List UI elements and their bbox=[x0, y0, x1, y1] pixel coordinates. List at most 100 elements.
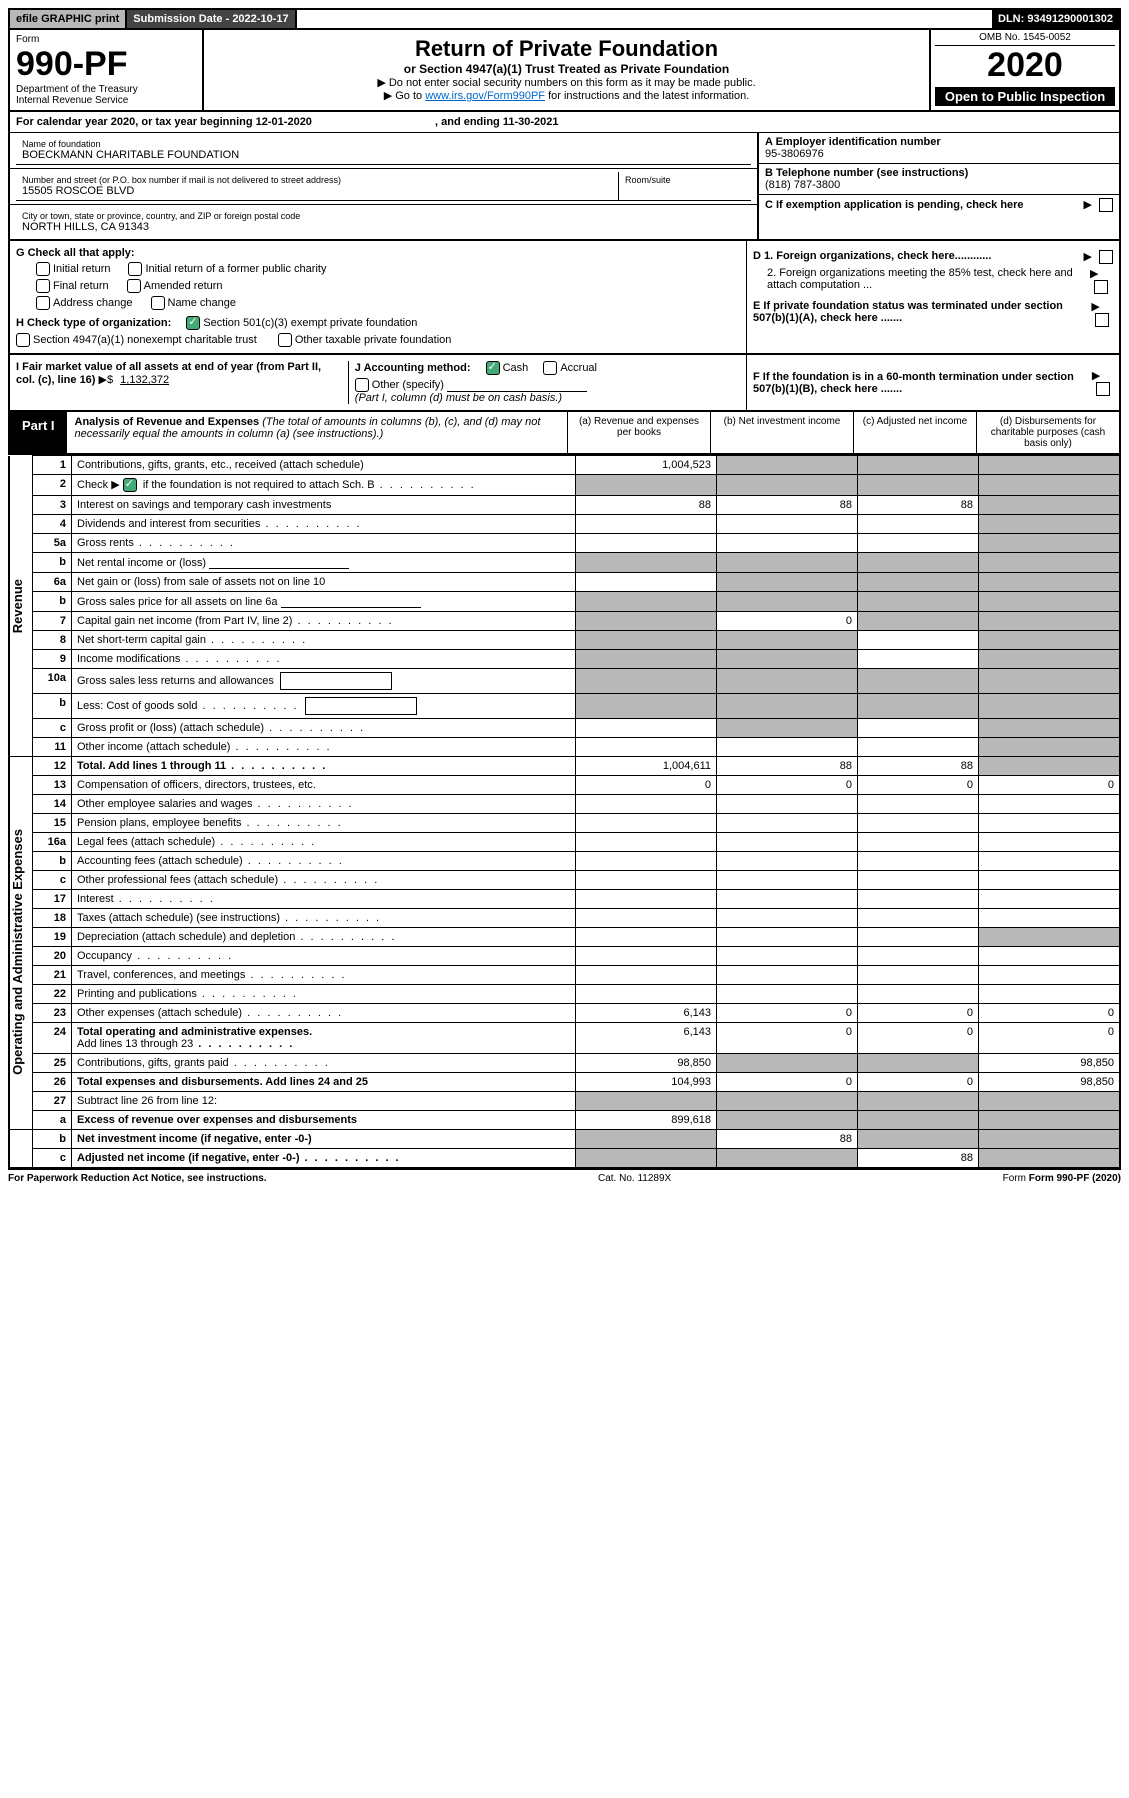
h-4947-checkbox[interactable] bbox=[16, 333, 30, 347]
g-initial: Initial return bbox=[53, 263, 110, 275]
r13-a: 0 bbox=[576, 776, 717, 795]
h-501c3-checkbox[interactable] bbox=[186, 316, 200, 330]
g-initial-former: Initial return of a former public charit… bbox=[145, 263, 326, 275]
r22-num: 22 bbox=[33, 985, 72, 1004]
header-mid: Return of Private Foundation or Section … bbox=[204, 30, 931, 110]
r27a-num: a bbox=[33, 1111, 72, 1130]
irs-link[interactable]: www.irs.gov/Form990PF bbox=[425, 90, 545, 102]
r10a-desc: Gross sales less returns and allowances bbox=[72, 669, 576, 694]
r4-num: 4 bbox=[33, 515, 72, 534]
h-opt1: Section 501(c)(3) exempt private foundat… bbox=[203, 317, 417, 329]
r18-num: 18 bbox=[33, 909, 72, 928]
r24-num: 24 bbox=[33, 1023, 72, 1054]
r10b-desc: Less: Cost of goods sold bbox=[72, 694, 576, 719]
row-18: 18 Taxes (attach schedule) (see instruct… bbox=[9, 909, 1120, 928]
r16c-desc: Other professional fees (attach schedule… bbox=[72, 871, 576, 890]
col-d-header: (d) Disbursements for charitable purpose… bbox=[976, 412, 1119, 453]
section-g: G Check all that apply: Initial return I… bbox=[10, 241, 747, 353]
row-15: 15 Pension plans, employee benefits bbox=[9, 814, 1120, 833]
row-5b: b Net rental income or (loss) bbox=[9, 553, 1120, 573]
f-checkbox[interactable] bbox=[1096, 382, 1110, 396]
r2-post: if the foundation is not required to att… bbox=[140, 479, 375, 491]
r12-desc: Total. Add lines 1 through 11 bbox=[72, 757, 576, 776]
j-other-checkbox[interactable] bbox=[355, 378, 369, 392]
part-desc: Analysis of Revenue and Expenses (The to… bbox=[67, 412, 567, 453]
row-5a: 5a Gross rents bbox=[9, 534, 1120, 553]
r17-desc: Interest bbox=[72, 890, 576, 909]
g-amended-checkbox[interactable] bbox=[127, 279, 141, 293]
r23-c: 0 bbox=[858, 1004, 979, 1023]
row-16b: b Accounting fees (attach schedule) bbox=[9, 852, 1120, 871]
r26-desc: Total expenses and disbursements. Add li… bbox=[72, 1073, 576, 1092]
col-c-header: (c) Adjusted net income bbox=[853, 412, 976, 453]
r25-d: 98,850 bbox=[979, 1054, 1121, 1073]
j-label: J Accounting method: bbox=[355, 362, 471, 374]
submission-date: Submission Date - 2022-10-17 bbox=[127, 10, 296, 28]
r13-b: 0 bbox=[717, 776, 858, 795]
r3-b: 88 bbox=[717, 496, 858, 515]
box-b-value: (818) 787-3800 bbox=[765, 179, 1113, 191]
row-6b: b Gross sales price for all assets on li… bbox=[9, 592, 1120, 612]
r12-b: 88 bbox=[717, 757, 858, 776]
box-a-label: A Employer identification number bbox=[765, 136, 1113, 148]
r16a-num: 16a bbox=[33, 833, 72, 852]
section-i-j: I Fair market value of all assets at end… bbox=[10, 355, 747, 410]
r27a-a: 899,618 bbox=[576, 1111, 717, 1130]
r27b-desc: Net investment income (if negative, ente… bbox=[72, 1130, 576, 1149]
r23-desc: Other expenses (attach schedule) bbox=[72, 1004, 576, 1023]
tax-year: 2020 bbox=[935, 46, 1115, 85]
g-initial-checkbox[interactable] bbox=[36, 262, 50, 276]
j-accrual: Accrual bbox=[560, 362, 597, 374]
g-addr-change-checkbox[interactable] bbox=[36, 296, 50, 310]
cal-end: 11-30-2021 bbox=[503, 116, 559, 128]
cal-mid: , and ending bbox=[435, 116, 503, 128]
r2-checkbox[interactable] bbox=[123, 478, 137, 492]
name-address-block: Name of foundation BOECKMANN CHARITABLE … bbox=[10, 133, 758, 239]
r6b-num: b bbox=[33, 592, 72, 612]
row-13: Operating and Administrative Expenses 13… bbox=[9, 776, 1120, 795]
j-cash-checkbox[interactable] bbox=[486, 361, 500, 375]
j-other-field[interactable] bbox=[447, 379, 587, 392]
cal-pre: For calendar year 2020, or tax year begi… bbox=[16, 116, 256, 128]
d1-checkbox[interactable] bbox=[1099, 250, 1113, 264]
r3-a: 88 bbox=[576, 496, 717, 515]
omb-number: OMB No. 1545-0052 bbox=[935, 32, 1115, 46]
r20-num: 20 bbox=[33, 947, 72, 966]
box-c-checkbox[interactable] bbox=[1099, 198, 1113, 212]
form-subtitle: or Section 4947(a)(1) Trust Treated as P… bbox=[214, 62, 919, 76]
r26-num: 26 bbox=[33, 1073, 72, 1092]
box-c-label: C If exemption application is pending, c… bbox=[765, 199, 1024, 211]
foundation-city: NORTH HILLS, CA 91343 bbox=[22, 221, 745, 233]
instr-2: ▶ Go to www.irs.gov/Form990PF for instru… bbox=[214, 89, 919, 102]
row-2: 2 Check ▶ if the foundation is not requi… bbox=[9, 475, 1120, 496]
r1-a: 1,004,523 bbox=[576, 456, 717, 475]
r17-num: 17 bbox=[33, 890, 72, 909]
row-25: 25 Contributions, gifts, grants paid 98,… bbox=[9, 1054, 1120, 1073]
row-27c: c Adjusted net income (if negative, ente… bbox=[9, 1149, 1120, 1169]
g-initial-former-checkbox[interactable] bbox=[128, 262, 142, 276]
i-arrow: ▶$ bbox=[99, 373, 114, 386]
row-20: 20 Occupancy bbox=[9, 947, 1120, 966]
row-7: 7 Capital gain net income (from Part IV,… bbox=[9, 612, 1120, 631]
box-c-arrow: ▶ bbox=[1083, 198, 1113, 212]
foundation-addr: 15505 ROSCOE BLVD bbox=[22, 185, 612, 197]
e-checkbox[interactable] bbox=[1095, 313, 1109, 327]
r12-num: 12 bbox=[33, 757, 72, 776]
irs-label: Internal Revenue Service bbox=[16, 95, 196, 106]
d2-checkbox[interactable] bbox=[1094, 280, 1108, 294]
info-grid: Name of foundation BOECKMANN CHARITABLE … bbox=[8, 133, 1121, 241]
r13-num: 13 bbox=[33, 776, 72, 795]
addr-label: Number and street (or P.O. box number if… bbox=[22, 175, 612, 185]
g-final: Final return bbox=[53, 280, 109, 292]
j-accrual-checkbox[interactable] bbox=[543, 361, 557, 375]
r7-desc: Capital gain net income (from Part IV, l… bbox=[72, 612, 576, 631]
g-label: G Check all that apply: bbox=[16, 247, 135, 259]
d1-label: D 1. Foreign organizations, check here..… bbox=[753, 250, 991, 262]
i-value: 1,132,372 bbox=[120, 374, 169, 386]
r7-num: 7 bbox=[33, 612, 72, 631]
g-name-change-checkbox[interactable] bbox=[151, 296, 165, 310]
g-final-checkbox[interactable] bbox=[36, 279, 50, 293]
h-other-checkbox[interactable] bbox=[278, 333, 292, 347]
r9-num: 9 bbox=[33, 650, 72, 669]
r1-num: 1 bbox=[33, 456, 72, 475]
